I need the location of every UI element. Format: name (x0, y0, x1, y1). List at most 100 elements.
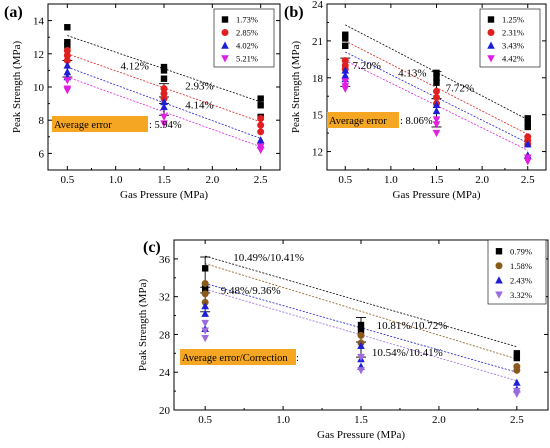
y-tick-label: 18 (312, 73, 324, 85)
data-point-s3 (160, 97, 168, 106)
data-point-s3 (513, 378, 521, 386)
y-tick-label: 24 (159, 367, 171, 379)
data-point-s4 (523, 154, 532, 162)
legend-label: 4.02% (236, 41, 258, 51)
legend-marker (221, 41, 229, 49)
legend-marker (487, 41, 495, 49)
error-annotation: 10.54%/10.41% (372, 347, 443, 359)
data-point-s4 (201, 319, 209, 328)
x-tick-label: 2.5 (521, 174, 535, 186)
legend-marker (221, 16, 229, 23)
legend-marker (221, 29, 229, 36)
data-point-s2 (257, 115, 265, 123)
error-annotation: 4.12% (121, 61, 149, 73)
data-point-s1 (357, 327, 365, 334)
data-point-s3 (432, 106, 441, 115)
data-point-s2 (201, 290, 209, 298)
x-tick-label: 1.0 (384, 174, 398, 186)
x-tick-label: 0.5 (60, 174, 74, 186)
x-tick-label: 2.5 (254, 174, 268, 186)
legend-marker (221, 55, 229, 63)
fit-line-2 (205, 263, 517, 360)
data-point-s3 (201, 302, 209, 310)
data-point-s2 (257, 121, 265, 129)
y-tick-label: 20 (159, 405, 171, 417)
data-point-s3 (341, 66, 350, 74)
data-point-s1 (257, 95, 264, 102)
average-error-value: : 5.94% (149, 120, 182, 131)
panel-tag: (b) (284, 4, 304, 21)
x-tick-label: 0.5 (338, 174, 352, 186)
data-point-s3 (63, 61, 72, 69)
data-point-s1 (160, 67, 168, 74)
data-point-s2 (160, 85, 168, 93)
data-point-s4 (432, 121, 441, 129)
y-tick-label: 12 (312, 147, 323, 159)
average-error-label: Average error (329, 116, 387, 127)
data-point-s2 (63, 51, 71, 59)
data-point-s1 (342, 42, 349, 50)
data-point-s1 (513, 354, 521, 362)
y-axis-title: Peak Strength (MPa) (11, 41, 23, 134)
chart-panel-3: (c) 0.5 1.0 1.5 2.0 2.5 20 24 28 32 36 Gas Pressure… (137, 239, 549, 441)
error-annotation: 10.49%/10.41% (233, 252, 304, 264)
x-axis-title: Gas Pressure (MPa) (120, 189, 208, 201)
data-point-s2 (513, 366, 521, 374)
data-point-s4 (160, 113, 168, 121)
x-tick-label: 1.0 (276, 414, 290, 426)
average-error-value: : (296, 353, 299, 364)
error-annotation: 7.72% (446, 82, 474, 94)
data-point-s1 (433, 74, 440, 81)
data-point-s1 (64, 38, 71, 46)
data-point-s4 (63, 77, 72, 85)
data-point-s4 (341, 85, 350, 93)
error-annotation: 9.48%/9.36% (221, 285, 281, 297)
data-point-s1 (524, 123, 531, 131)
data-point-s1 (524, 120, 531, 127)
data-point-s4 (513, 390, 521, 398)
legend-marker (487, 16, 495, 23)
panel-tag: (a) (4, 4, 23, 21)
data-point-s1 (513, 350, 521, 357)
data-point-s3 (432, 100, 441, 109)
legend-label: 2.31% (502, 28, 524, 38)
data-point-s4 (201, 327, 209, 335)
y-tick-label: 24 (312, 0, 324, 11)
data-point-s4 (432, 116, 441, 124)
data-point-s4 (341, 78, 350, 86)
data-point-s4 (357, 367, 365, 375)
panel-tag: (c) (143, 239, 161, 256)
data-point-s1 (342, 35, 349, 42)
data-point-s4 (432, 129, 441, 138)
legend-label: 3.32% (510, 290, 532, 300)
data-point-s2 (160, 90, 168, 98)
chart-panel-1: (a) 0.5 1.0 1.5 2.0 2.5 6 8 10 12 14 Gas Pressure (… (4, 3, 281, 201)
y-tick-label: 15 (312, 110, 324, 122)
data-point-s3 (341, 71, 350, 79)
data-point-s1 (160, 75, 168, 82)
data-point-s3 (256, 136, 265, 144)
legend-marker (495, 276, 503, 284)
average-error-highlight (52, 116, 148, 132)
legend-label: 3.43% (502, 41, 524, 51)
x-axis-title: Gas Pressure (MPa) (393, 189, 481, 201)
error-annotation: 4.13% (398, 68, 426, 80)
data-point-s2 (357, 331, 365, 339)
legend-marker (487, 29, 495, 36)
data-point-s1 (433, 79, 440, 86)
legend-marker (495, 248, 503, 255)
legend-marker (487, 55, 495, 63)
fit-line-1 (205, 255, 517, 348)
data-point-s2 (63, 56, 71, 64)
data-point-s2 (341, 57, 349, 65)
y-tick-label: 28 (159, 329, 171, 341)
data-point-s2 (433, 93, 440, 101)
legend-label: 4.42% (502, 54, 524, 64)
data-point-s1 (160, 63, 168, 71)
average-error-label: Average error/Correction (182, 353, 288, 364)
average-error-label: Average error (54, 120, 112, 131)
average-error-value: : 8.06% (400, 116, 433, 127)
data-point-s1 (257, 102, 264, 109)
legend-label: 2.85% (236, 28, 258, 38)
